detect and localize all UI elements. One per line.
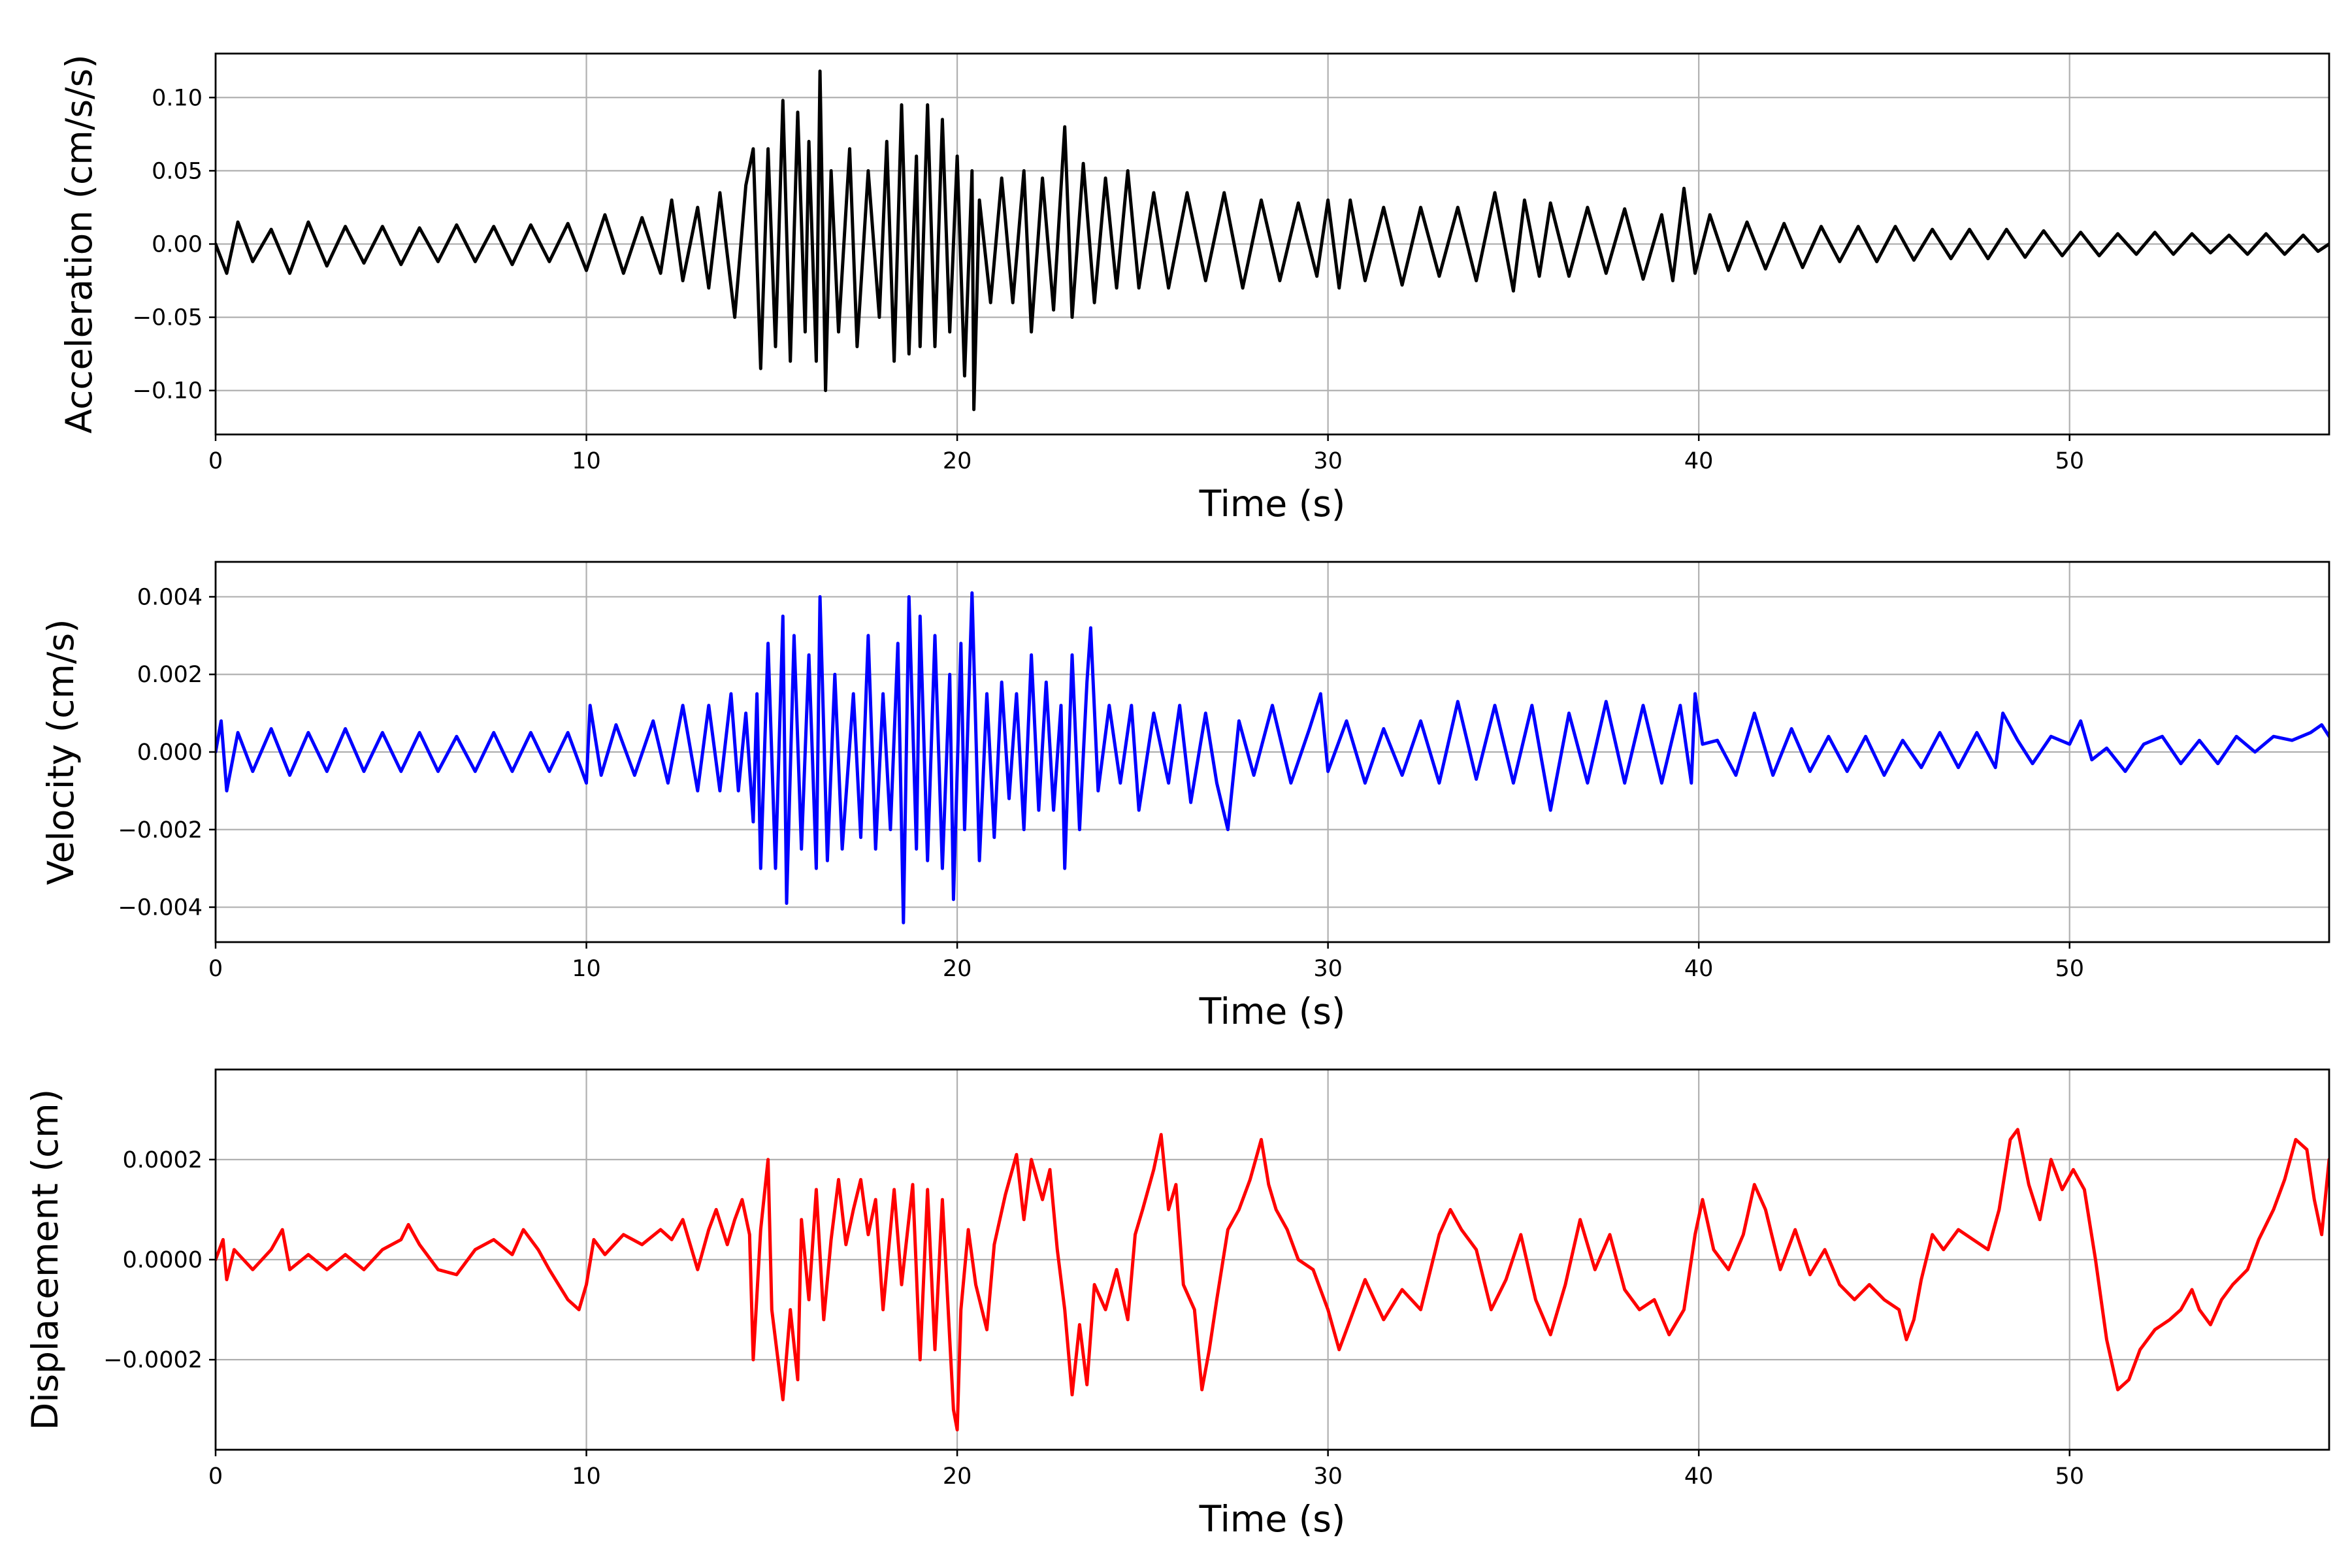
acceleration-y-tick-label: −0.10 xyxy=(133,378,203,404)
velocity-y-axis-label: Velocity (cm/s) xyxy=(40,619,82,885)
velocity-y-tick-label: 0.002 xyxy=(137,662,203,688)
displacement-x-tick-label: 0 xyxy=(208,1463,223,1490)
acceleration-y-tick-label: 0.05 xyxy=(152,158,203,184)
displacement-ticks: 0 10 20 30 40 50 −0.0002 0.0000 0.0002 xyxy=(103,1147,2084,1490)
displacement-x-axis-label: Time (s) xyxy=(1199,1498,1346,1540)
acceleration-y-axis-label: Acceleration (cm/s/s) xyxy=(58,54,100,433)
velocity-y-tick-label: 0.004 xyxy=(137,584,203,610)
acceleration-y-tick-label: 0.10 xyxy=(152,85,203,111)
displacement-y-tick-label: −0.0002 xyxy=(103,1347,203,1373)
velocity-trace-layer xyxy=(216,591,2329,924)
acceleration-x-tick-label: 10 xyxy=(572,448,601,474)
acceleration-panel: 0 10 20 30 40 50 −0.10 −0.05 0.00 0.05 0.10 Time (… xyxy=(58,52,2330,525)
velocity-panel: 0 10 20 30 40 50 −0.004 −0.002 0.000 0.002 0.004 T… xyxy=(40,561,2330,1032)
acceleration-y-tick-label: 0.00 xyxy=(152,232,203,258)
velocity-y-tick-label: −0.002 xyxy=(118,817,203,843)
displacement-trace-layer xyxy=(216,1128,2329,1431)
displacement-series-line xyxy=(216,1128,2329,1431)
velocity-ticks: 0 10 20 30 40 50 −0.004 −0.002 0.000 0.002 0.004 xyxy=(118,584,2084,982)
displacement-y-tick-label: 0.0002 xyxy=(123,1147,203,1173)
acceleration-trace-layer xyxy=(216,69,2329,412)
acceleration-x-tick-label: 30 xyxy=(1313,448,1343,474)
acceleration-ticks: 0 10 20 30 40 50 −0.10 −0.05 0.00 0.05 0.10 xyxy=(133,85,2084,474)
displacement-x-tick-label: 50 xyxy=(2055,1463,2084,1490)
acceleration-x-tick-label: 0 xyxy=(208,448,223,474)
displacement-x-tick-label: 20 xyxy=(943,1463,972,1490)
velocity-y-tick-label: 0.000 xyxy=(137,740,203,766)
acceleration-y-tick-label: −0.05 xyxy=(133,305,203,331)
velocity-x-tick-label: 30 xyxy=(1313,956,1343,982)
velocity-grid xyxy=(214,562,2329,942)
acceleration-x-tick-label: 40 xyxy=(1684,448,1714,474)
displacement-x-tick-label: 40 xyxy=(1684,1463,1714,1490)
displacement-x-tick-label: 30 xyxy=(1313,1463,1343,1490)
velocity-x-tick-label: 0 xyxy=(208,956,223,982)
velocity-x-tick-label: 10 xyxy=(572,956,601,982)
displacement-y-axis-label: Displacement (cm) xyxy=(24,1089,66,1430)
velocity-x-tick-label: 40 xyxy=(1684,956,1714,982)
displacement-x-tick-label: 10 xyxy=(572,1463,601,1490)
velocity-y-tick-label: −0.004 xyxy=(118,895,203,921)
velocity-x-tick-label: 50 xyxy=(2055,956,2084,982)
acceleration-series-line xyxy=(216,69,2329,412)
displacement-y-tick-label: 0.0000 xyxy=(123,1247,203,1273)
velocity-x-tick-label: 20 xyxy=(943,956,972,982)
acceleration-x-tick-label: 20 xyxy=(943,448,972,474)
velocity-series-line xyxy=(216,591,2329,924)
acceleration-x-tick-label: 50 xyxy=(2055,448,2084,474)
velocity-x-axis-label: Time (s) xyxy=(1199,990,1346,1032)
acceleration-x-axis-label: Time (s) xyxy=(1199,483,1346,525)
